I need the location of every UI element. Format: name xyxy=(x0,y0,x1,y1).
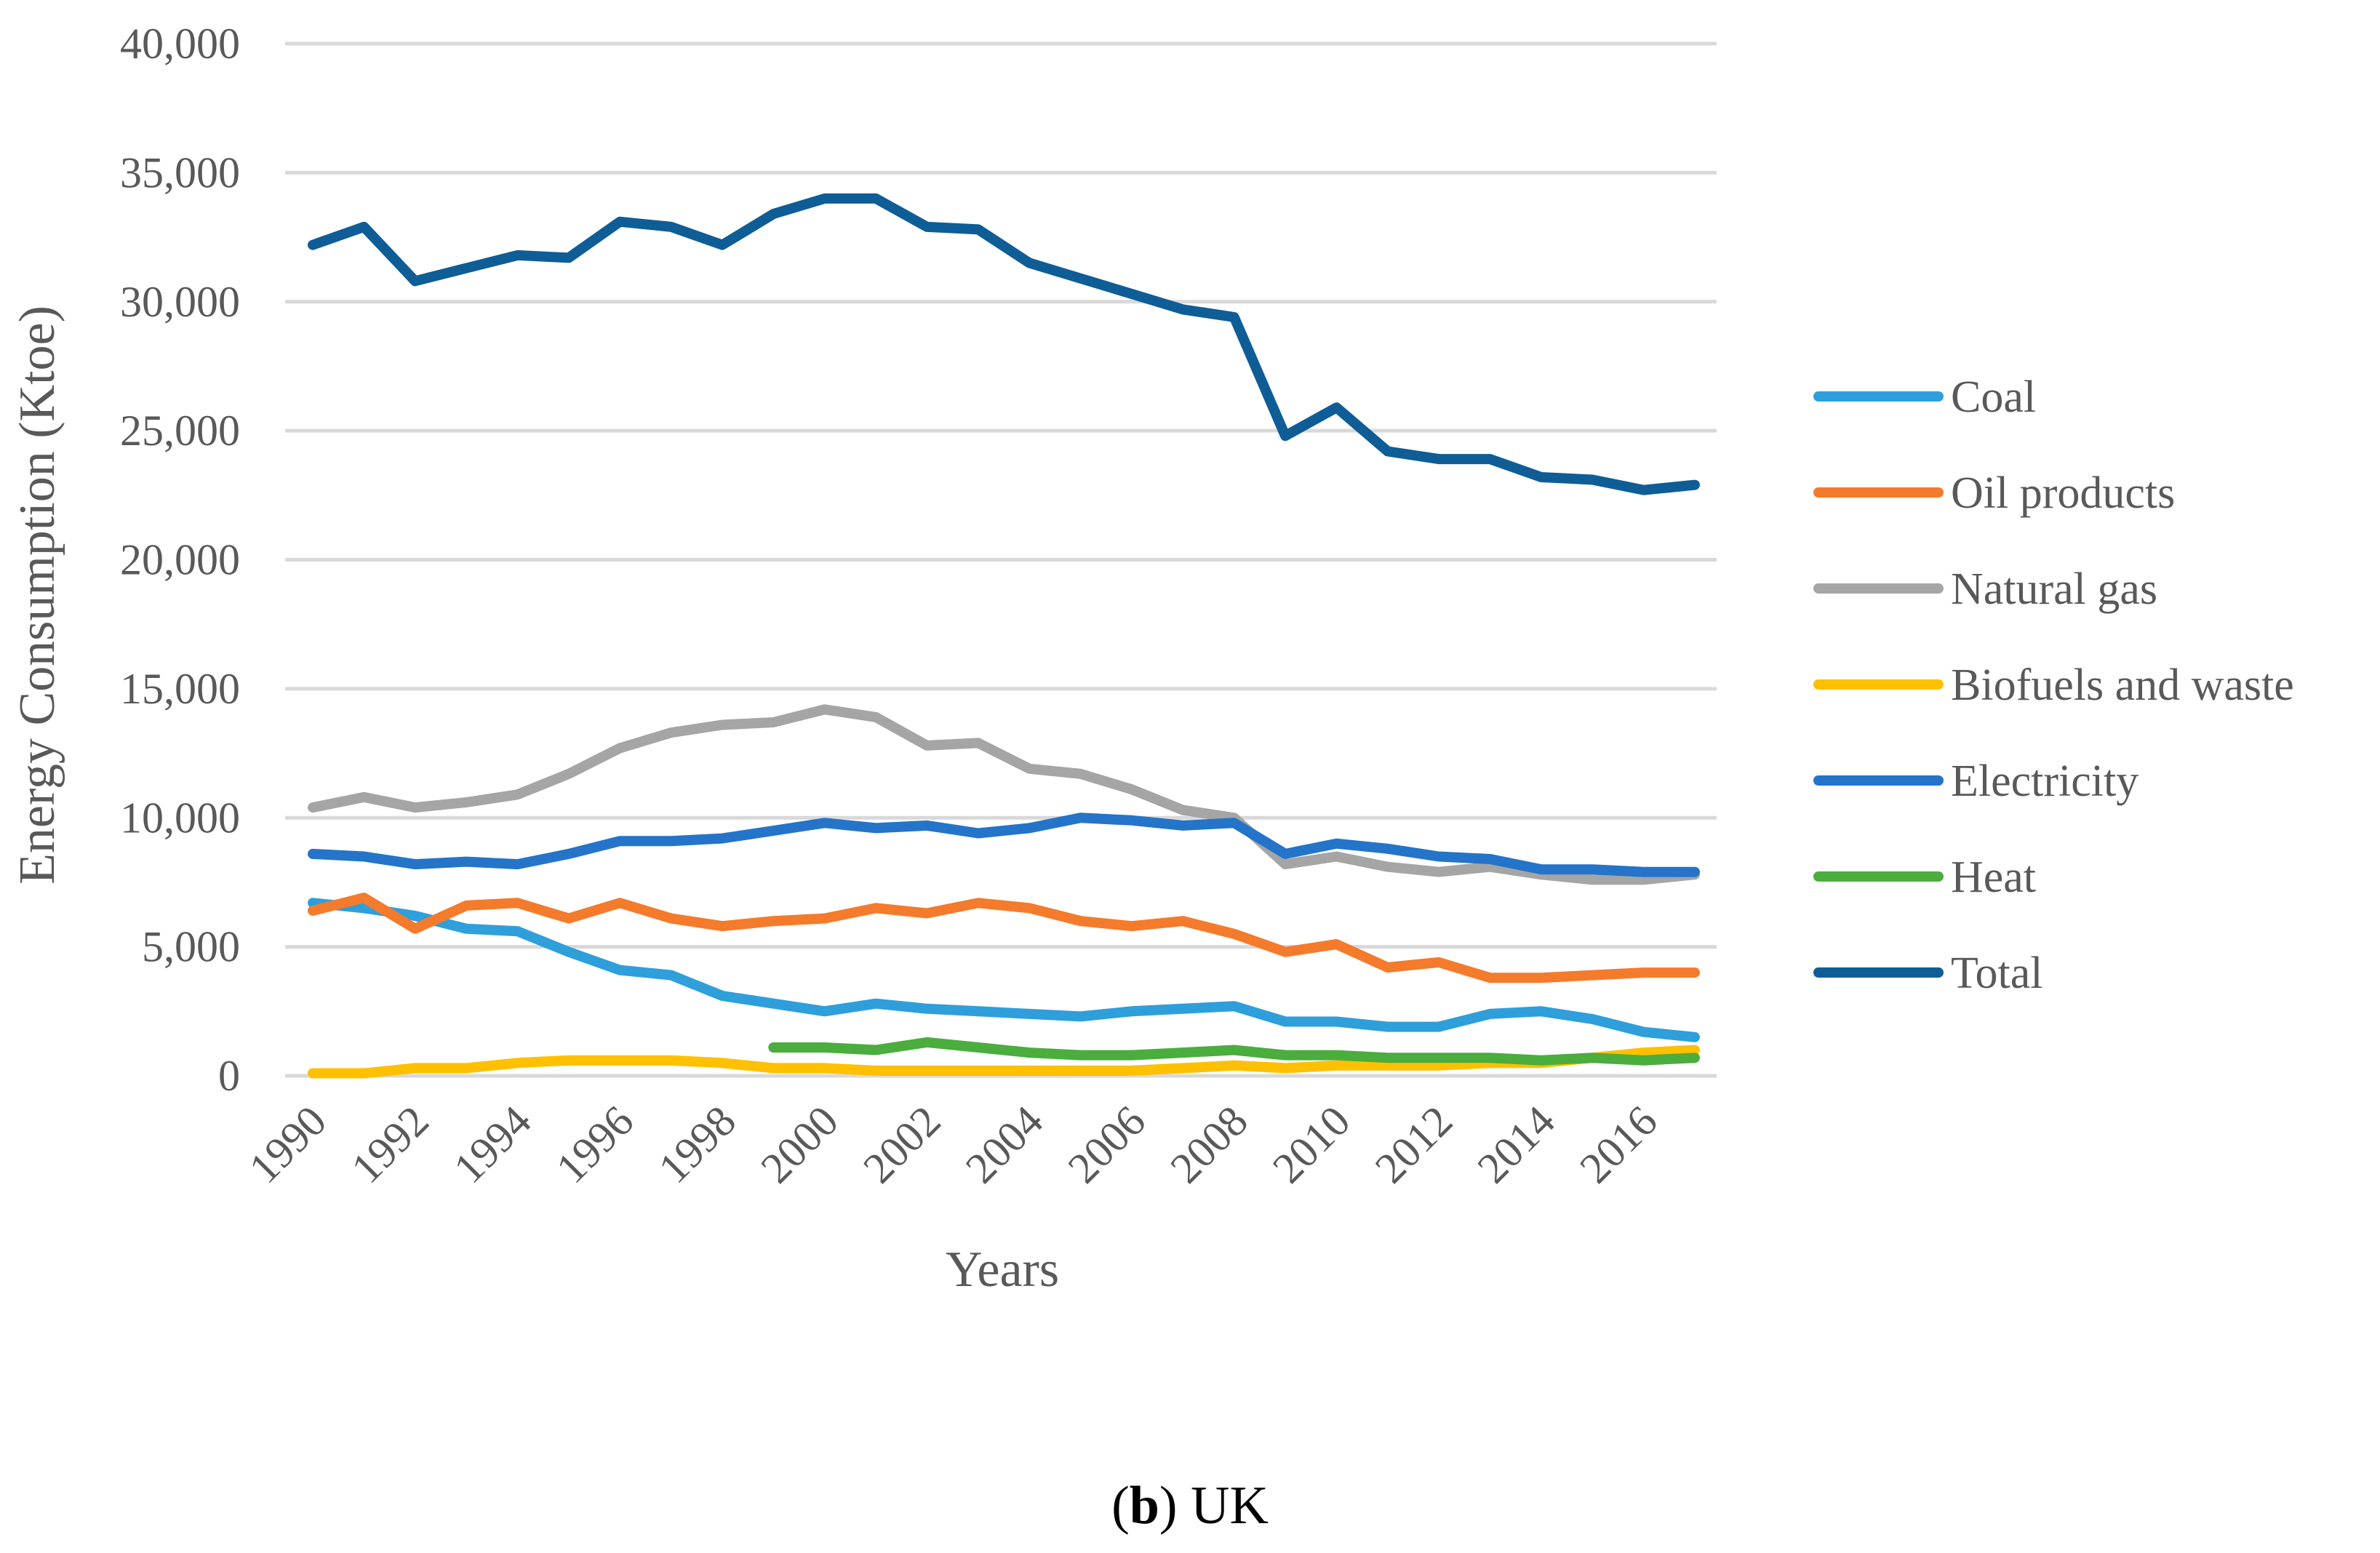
x-tick-label: 2014 xyxy=(1469,1097,1565,1193)
y-tick-label: 30,000 xyxy=(120,278,240,326)
figure-caption: (b) UK xyxy=(1111,1476,1269,1536)
x-tick-label: 2012 xyxy=(1366,1097,1462,1193)
x-tick-label: 1998 xyxy=(650,1097,746,1193)
legend: Coal Oil products Natural gas Biofuels and … xyxy=(1813,372,2294,998)
x-tick-label: 1994 xyxy=(444,1097,540,1193)
x-tick-label: 1992 xyxy=(342,1097,438,1193)
y-axis-title: Energy Consumption (Ktoe) xyxy=(9,306,65,885)
y-axis-tick-labels: 0 5,000 10,000 15,000 20,000 25,000 30,000 35,0… xyxy=(120,20,240,1100)
x-axis-title: Years xyxy=(946,1242,1059,1298)
x-axis-tick-labels: 1990 1992 1994 1996 1998 2000 2002 2004 2006 2008… xyxy=(240,1097,1666,1193)
series-line-electricity xyxy=(308,813,1700,877)
y-tick-label: 40,000 xyxy=(120,20,240,68)
gridlines xyxy=(285,41,1717,1078)
x-tick-label: 2016 xyxy=(1570,1097,1666,1193)
y-tick-label: 10,000 xyxy=(120,794,240,842)
legend-label-heat: Heat xyxy=(1951,853,2036,902)
y-tick-label: 5,000 xyxy=(142,923,240,971)
series-line-coal xyxy=(308,898,1700,1042)
series-line-heat xyxy=(768,1037,1700,1066)
series-line-biofuels-and-waste xyxy=(308,1045,1700,1079)
x-tick-label: 2000 xyxy=(751,1097,847,1193)
legend-label-electricity: Electricity xyxy=(1951,756,2139,806)
legend-label-coal: Coal xyxy=(1951,372,2036,422)
x-tick-label: 1990 xyxy=(240,1097,336,1193)
x-tick-label: 2008 xyxy=(1161,1097,1257,1193)
data-series xyxy=(308,193,1700,1079)
legend-label-biofuels-and-waste: Biofuels and waste xyxy=(1951,660,2294,710)
x-tick-label: 2004 xyxy=(957,1097,1053,1193)
series-line-natural-gas xyxy=(308,704,1700,885)
x-tick-label: 2010 xyxy=(1263,1097,1359,1193)
y-tick-label: 0 xyxy=(218,1052,240,1100)
caption-text: ) UK xyxy=(1159,1476,1269,1536)
y-tick-label: 25,000 xyxy=(120,407,240,455)
legend-label-oil-products: Oil products xyxy=(1951,468,2175,518)
x-tick-label: 2002 xyxy=(854,1097,950,1193)
caption-label: b xyxy=(1130,1476,1159,1536)
series-line-total xyxy=(308,193,1700,495)
y-tick-label: 15,000 xyxy=(120,665,240,713)
legend-label-natural-gas: Natural gas xyxy=(1951,564,2157,614)
series-line-oil-products xyxy=(308,893,1700,983)
legend-label-total: Total xyxy=(1951,949,2043,998)
x-tick-label: 1996 xyxy=(547,1097,643,1193)
y-tick-label: 20,000 xyxy=(120,536,240,584)
y-tick-label: 35,000 xyxy=(120,148,240,196)
caption-open-paren: ( xyxy=(1111,1476,1130,1536)
x-tick-label: 2006 xyxy=(1059,1097,1155,1193)
